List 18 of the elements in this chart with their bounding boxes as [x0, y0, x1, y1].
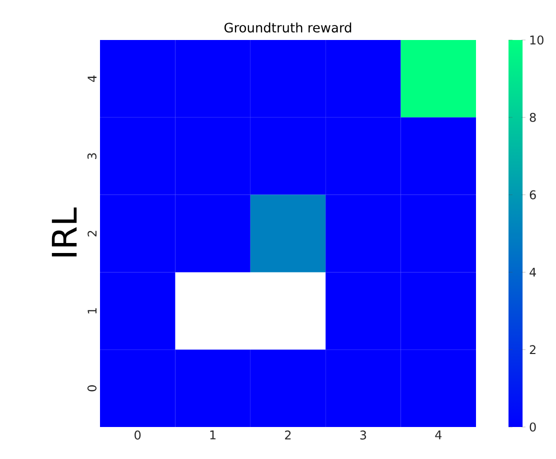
y-axis-title: IRL	[52, 207, 77, 256]
y-tick-label: 0	[87, 385, 96, 392]
x-tick-label: 3	[360, 430, 366, 440]
y-tick-label: 3	[87, 153, 96, 159]
color-bar-label: 8	[530, 112, 536, 122]
y-tick-label: 4	[88, 76, 96, 82]
x-tick-label: 1	[210, 430, 216, 440]
x-tick-label: 4	[435, 430, 442, 440]
color-bar-label: 0	[530, 422, 536, 432]
x-tick-label: 2	[285, 430, 291, 440]
x-tick-label: 0	[134, 430, 141, 440]
color-bar-label: 2	[530, 345, 536, 354]
color-bar-label: 6	[530, 190, 536, 200]
y-tick-label: 1	[88, 308, 96, 314]
color-bar-label: 10	[530, 35, 544, 45]
y-tick-label: 2	[88, 230, 96, 236]
color-bar-label: 4	[530, 268, 536, 277]
chart-title: Groundtruth reward	[224, 22, 352, 32]
